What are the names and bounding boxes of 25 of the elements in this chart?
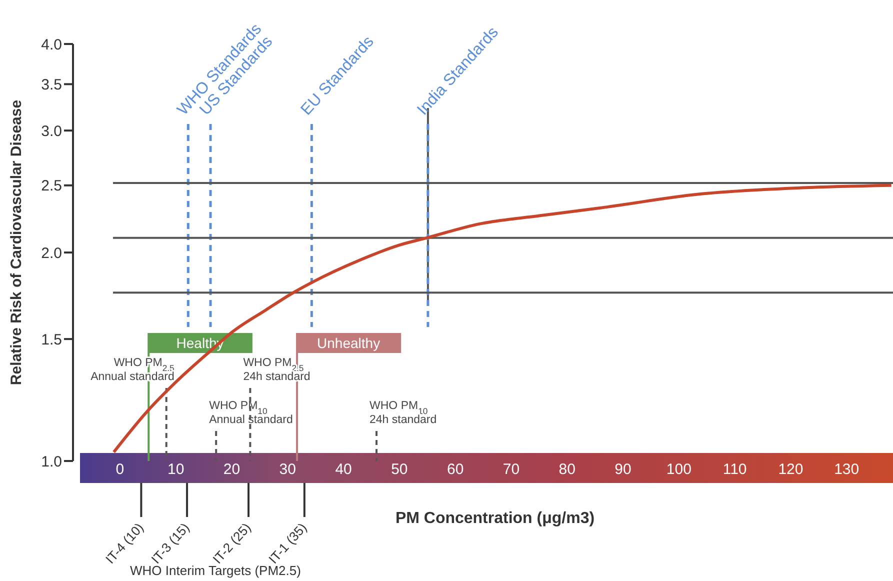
x-tick-label: 30 bbox=[279, 461, 296, 478]
y-tick-label: 1.5 bbox=[41, 331, 62, 348]
y-tick-label: 4.0 bbox=[41, 36, 62, 54]
x-tick-label: 70 bbox=[502, 461, 520, 478]
y-tick-label: 2.0 bbox=[41, 244, 62, 262]
x-tick-label: 130 bbox=[834, 461, 860, 478]
y-tick-label: 1.0 bbox=[41, 453, 62, 470]
x-tick-label: 110 bbox=[722, 461, 747, 478]
y-axis-title: Relative Risk of Cardiovascular Disease bbox=[8, 100, 25, 386]
x-tick-label: 0 bbox=[116, 461, 124, 478]
y-tick-label: 3.0 bbox=[41, 122, 62, 140]
x-axis-title: PM Concentration (μg/m3) bbox=[395, 510, 595, 527]
x-tick-label: 10 bbox=[168, 461, 184, 478]
x-tick-label: 50 bbox=[391, 461, 408, 478]
y-tick-label: 2.5 bbox=[41, 178, 62, 195]
x-tick-label: 100 bbox=[666, 461, 692, 478]
x-tick-label: 20 bbox=[223, 461, 240, 478]
x-tick-label: 120 bbox=[778, 461, 804, 478]
x-tick-label: 40 bbox=[335, 461, 352, 478]
x-tick-label: 60 bbox=[446, 461, 464, 478]
x-tick-label: 80 bbox=[558, 461, 576, 478]
ref-line-label: WHO PM$_{10}$ 24h standard bbox=[370, 400, 437, 426]
band-label: Unhealthy bbox=[317, 335, 380, 351]
y-tick-label: 3.5 bbox=[41, 76, 62, 94]
x-tick-label: 90 bbox=[614, 461, 632, 478]
